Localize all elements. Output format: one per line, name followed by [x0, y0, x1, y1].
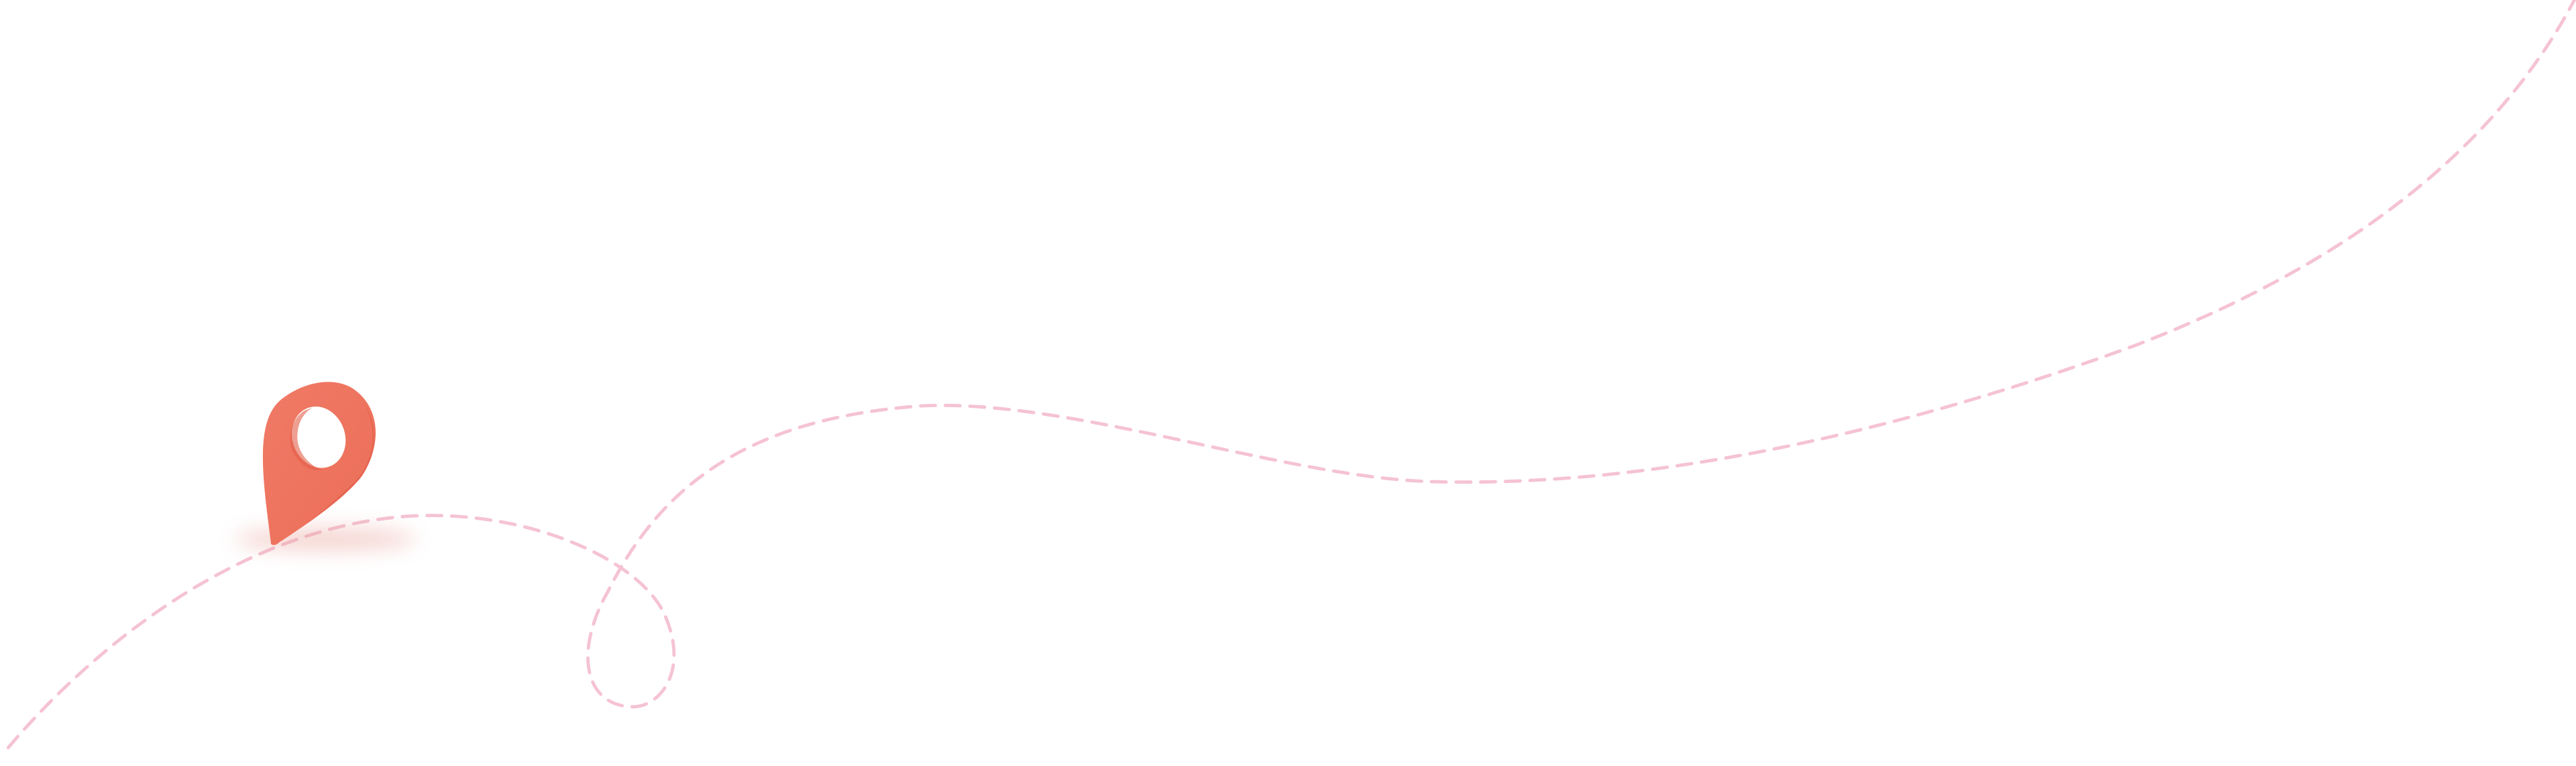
- pin-shadow: [235, 527, 416, 551]
- map-pin-hole-rim: [290, 407, 322, 471]
- map-pin-hole: [291, 406, 346, 468]
- dashed-route: [6, 0, 2576, 750]
